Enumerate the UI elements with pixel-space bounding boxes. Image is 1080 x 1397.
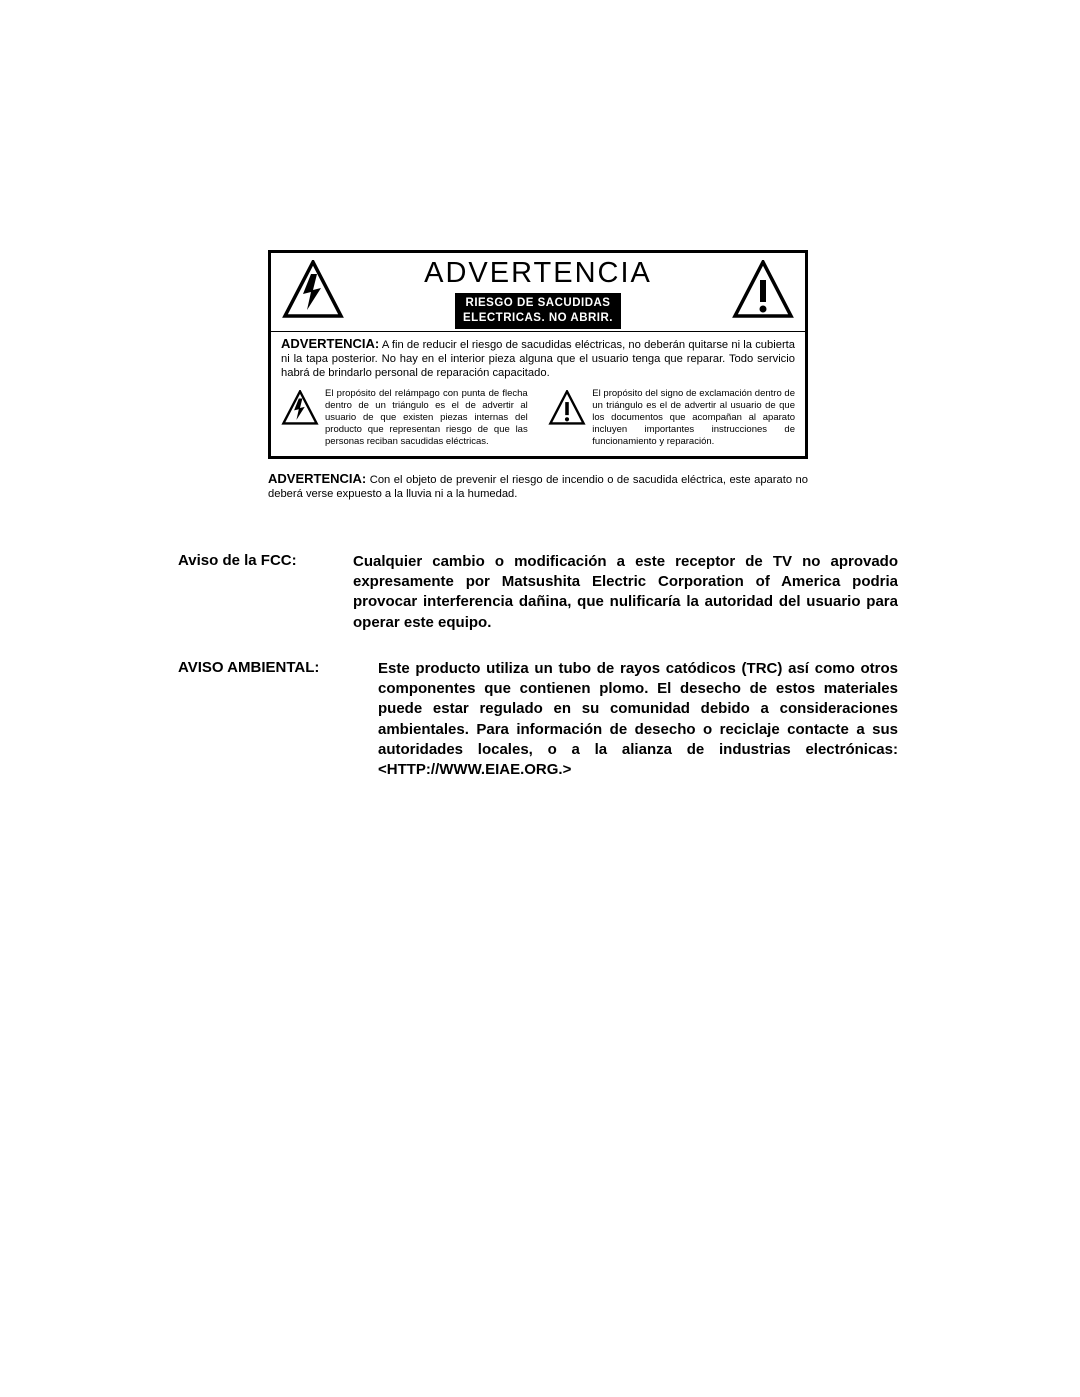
warning-title-block: ADVERTENCIA RIESGO DE SACUDIDAS ELECTRIC… — [345, 257, 731, 329]
fcc-notice-body: Cualquier cambio o modificación a este r… — [353, 552, 898, 633]
warning-lead: ADVERTENCIA: — [281, 336, 379, 351]
lightning-bolt-icon — [281, 260, 345, 325]
lightning-bolt-small-icon — [281, 388, 319, 430]
document-content: ADVERTENCIA RIESGO DE SACUDIDAS ELECTRIC… — [178, 250, 898, 806]
warning-box-body: ADVERTENCIA: A fin de reducir el riesgo … — [268, 331, 808, 459]
exclamation-icon — [731, 260, 795, 325]
second-warning: ADVERTENCIA: Con el objeto de prevenir e… — [268, 471, 808, 502]
second-warning-lead: ADVERTENCIA: — [268, 471, 366, 486]
warning-box: ADVERTENCIA RIESGO DE SACUDIDAS ELECTRIC… — [268, 250, 808, 459]
bolt-symbol-block: El propósito del relámpago con punta de … — [281, 388, 528, 447]
exclamation-description: El propósito del signo de exclamación de… — [592, 388, 795, 447]
warning-black-label: RIESGO DE SACUDIDAS ELECTRICAS. NO ABRIR… — [455, 293, 621, 329]
fcc-notice-row: Aviso de la FCC: Cualquier cambio o modi… — [178, 552, 898, 633]
symbol-row: El propósito del relámpago con punta de … — [281, 388, 795, 447]
notices-section: Aviso de la FCC: Cualquier cambio o modi… — [178, 552, 898, 781]
black-label-line1: RIESGO DE SACUDIDAS — [466, 297, 611, 309]
bolt-description: El propósito del relámpago con punta de … — [325, 388, 528, 447]
exclamation-symbol-block: El propósito del signo de exclamación de… — [548, 388, 795, 447]
warning-box-header: ADVERTENCIA RIESGO DE SACUDIDAS ELECTRIC… — [268, 250, 808, 331]
black-label-line2: ELECTRICAS. NO ABRIR. — [463, 312, 613, 324]
fcc-notice-label: Aviso de la FCC: — [178, 552, 353, 569]
env-notice-label: AVISO AMBIENTAL: — [178, 659, 378, 676]
env-notice-row: AVISO AMBIENTAL: Este producto utiliza u… — [178, 659, 898, 781]
warning-title: ADVERTENCIA — [345, 257, 731, 290]
env-notice-body: Este producto utiliza un tubo de rayos c… — [378, 659, 898, 781]
exclamation-small-icon — [548, 388, 586, 430]
